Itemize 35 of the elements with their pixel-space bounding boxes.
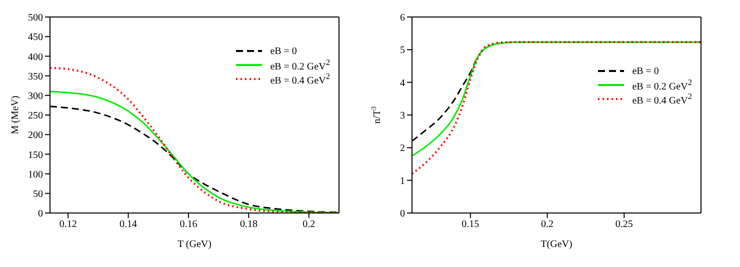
- x-tick-label: 0.16: [180, 219, 198, 230]
- x-tick-label: 0.15: [462, 219, 480, 230]
- legend-label: eB = 0.2 GeV$^{2}$: [270, 58, 330, 72]
- y-tick-label: 0: [38, 208, 43, 220]
- y-tick-label: 250: [28, 110, 43, 122]
- y-tick-label: 0: [400, 208, 405, 220]
- y-tick-label: 400: [28, 52, 43, 63]
- x-axis-title: T (GeV): [178, 239, 212, 250]
- x-tick-label: 0.25: [615, 219, 633, 230]
- legend-label: eB = 0.2 GeV$^{2}$: [632, 78, 692, 92]
- y-tick-label: 6: [400, 12, 405, 24]
- y-tick-label: 500: [28, 12, 43, 24]
- y-tick-label: 450: [28, 32, 43, 44]
- y-tick-label: 350: [28, 71, 43, 82]
- legend-label: eB = 0.4 GeV$^{2}$: [632, 92, 692, 106]
- legend-label: eB = 0.4 GeV$^{2}$: [270, 72, 330, 86]
- x-axis-title: T(GeV): [540, 239, 572, 250]
- y-tick-label: 4: [400, 78, 405, 89]
- x-tick-label: 0.12: [59, 219, 77, 230]
- legend-label: eB = 0: [632, 66, 659, 76]
- x-tick-label: 0.18: [240, 219, 258, 230]
- y-tick-label: 1: [400, 176, 405, 187]
- x-tick-label: 0.2: [302, 219, 316, 230]
- y-tick-label: 150: [28, 150, 43, 161]
- y-tick-label: 50: [33, 188, 43, 200]
- y-tick-label: 2: [400, 143, 405, 154]
- x-tick-label: 0.14: [120, 219, 138, 230]
- legend-label: eB = 0: [270, 46, 297, 56]
- x-tick-label: 0.2: [541, 219, 554, 230]
- y-tick-label: 5: [400, 45, 405, 56]
- y-tick-label: 100: [28, 169, 43, 180]
- y-tick-label: 200: [28, 130, 43, 142]
- y-tick-label: 300: [28, 90, 43, 102]
- y-tick-label: 3: [400, 110, 405, 122]
- y-axis-title: M (MeV): [10, 96, 21, 134]
